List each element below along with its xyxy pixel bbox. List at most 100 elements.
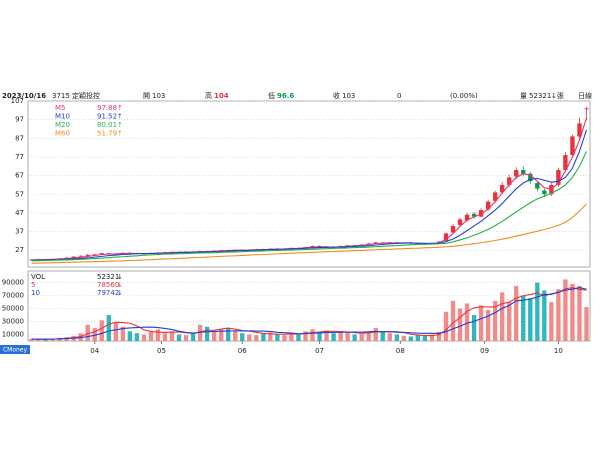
x-tick-label: 06 bbox=[238, 347, 247, 355]
low-label: 低 bbox=[268, 91, 275, 100]
volume-bar bbox=[352, 334, 357, 341]
volume-tick-label: 30000 bbox=[2, 318, 24, 326]
candle-body bbox=[464, 214, 470, 221]
volume-bar bbox=[254, 335, 259, 341]
volume-bar bbox=[275, 334, 280, 341]
candle-body bbox=[563, 155, 568, 171]
volume-bar bbox=[549, 302, 554, 341]
legend-name: M20 bbox=[55, 121, 70, 129]
volume-bar bbox=[141, 334, 147, 341]
open: 103 bbox=[152, 92, 165, 100]
close-label: 收 bbox=[333, 91, 340, 100]
open-label: 開 bbox=[143, 92, 150, 100]
volume-bar bbox=[471, 315, 477, 341]
legend-value: 80.01 bbox=[97, 121, 117, 129]
ma-line bbox=[31, 117, 588, 261]
volume-bar bbox=[415, 335, 421, 341]
volume-bar bbox=[261, 333, 266, 341]
legend-value: 97.88 bbox=[97, 104, 117, 112]
volume-bar bbox=[155, 329, 161, 341]
volume-bar bbox=[85, 324, 90, 341]
volume-bar bbox=[500, 292, 505, 341]
low: 96.6 bbox=[277, 92, 294, 100]
volume-bar bbox=[528, 298, 533, 341]
volume-bar bbox=[570, 283, 575, 341]
volume-bar bbox=[450, 300, 456, 341]
volume-bar bbox=[169, 331, 175, 341]
change-pct: (0.00%) bbox=[450, 92, 478, 100]
legend-value: 51.79 bbox=[97, 130, 117, 138]
price-panel bbox=[27, 100, 591, 268]
candle-body bbox=[500, 184, 505, 193]
legend-name: M5 bbox=[55, 104, 66, 112]
y-tick-label: 57 bbox=[15, 190, 24, 198]
candle-body bbox=[99, 253, 104, 255]
ma-line bbox=[31, 151, 587, 262]
candle-body bbox=[584, 108, 589, 110]
volume-panel bbox=[27, 270, 591, 342]
volume-bar bbox=[303, 331, 308, 341]
y-tick-label: 97 bbox=[15, 116, 24, 124]
candle-body bbox=[471, 213, 477, 217]
x-tick-label: 05 bbox=[157, 347, 166, 355]
y-tick-label: 87 bbox=[15, 134, 24, 142]
volume-bar bbox=[366, 331, 371, 341]
volume-bar bbox=[387, 333, 392, 341]
candle-body bbox=[92, 254, 97, 256]
volume-bar bbox=[176, 334, 182, 341]
volume-bar bbox=[50, 338, 55, 341]
candle-body bbox=[485, 201, 491, 210]
y-tick-label: 107 bbox=[11, 97, 24, 105]
stock: 3715 定穎投控 bbox=[52, 91, 100, 100]
high: 104 bbox=[214, 92, 229, 100]
volume-bar bbox=[113, 322, 118, 341]
volume-bar bbox=[162, 333, 168, 341]
candle-body bbox=[542, 190, 547, 195]
header: 2023/10/16 3715 定穎投控 開 103 高 104 低 96.6 … bbox=[2, 91, 592, 100]
high-label: 高 bbox=[205, 91, 212, 100]
y-tick-label: 47 bbox=[15, 209, 24, 217]
candle-body bbox=[85, 254, 90, 256]
candle-body bbox=[71, 256, 76, 258]
volume-bar bbox=[120, 326, 126, 341]
volume-bar bbox=[36, 339, 41, 341]
volume-bar bbox=[485, 309, 491, 341]
volume-legend-arrow: ↓ bbox=[117, 289, 123, 297]
legend-arrow: ↑ bbox=[117, 104, 123, 112]
volume-bar bbox=[507, 302, 512, 341]
candle-body bbox=[443, 233, 449, 241]
volume-bar bbox=[443, 311, 449, 341]
volume-bar bbox=[338, 332, 343, 341]
volume-bar bbox=[310, 329, 315, 341]
volume-legend-value: 52321 bbox=[97, 273, 119, 281]
volume-unit: ↓張 bbox=[551, 92, 564, 100]
x-tick-label: 09 bbox=[480, 347, 489, 355]
y-tick-label: 67 bbox=[15, 172, 24, 180]
volume-bar bbox=[401, 335, 407, 341]
volume-bar bbox=[556, 289, 561, 341]
volume-legend-name: VOL bbox=[31, 273, 45, 281]
volume-tick-label: 90000 bbox=[2, 279, 24, 287]
volume-label: 量 bbox=[520, 92, 527, 100]
badge-bg bbox=[0, 345, 30, 354]
date: 2023/10/16 bbox=[2, 92, 46, 100]
candle-body bbox=[450, 225, 456, 233]
volume-legend-arrow: ↓ bbox=[117, 281, 123, 289]
volume-bar bbox=[268, 332, 273, 341]
close: 103 bbox=[342, 92, 355, 100]
legend-name: M10 bbox=[55, 113, 70, 121]
volume-bar bbox=[359, 333, 364, 341]
volume-bar bbox=[345, 331, 350, 341]
x-tick-label: 08 bbox=[396, 347, 405, 355]
volume-ma-line bbox=[31, 287, 587, 340]
volume-bar bbox=[127, 331, 133, 341]
legend-name: M60 bbox=[55, 130, 70, 138]
volume-bar bbox=[190, 333, 196, 341]
candle-body bbox=[366, 243, 371, 245]
volume-bar bbox=[282, 335, 287, 341]
volume-legend-arrow: ↓ bbox=[117, 273, 123, 281]
volume-legend-name: 5 bbox=[31, 281, 35, 289]
ma-line bbox=[31, 203, 587, 264]
volume-bar bbox=[429, 334, 435, 341]
